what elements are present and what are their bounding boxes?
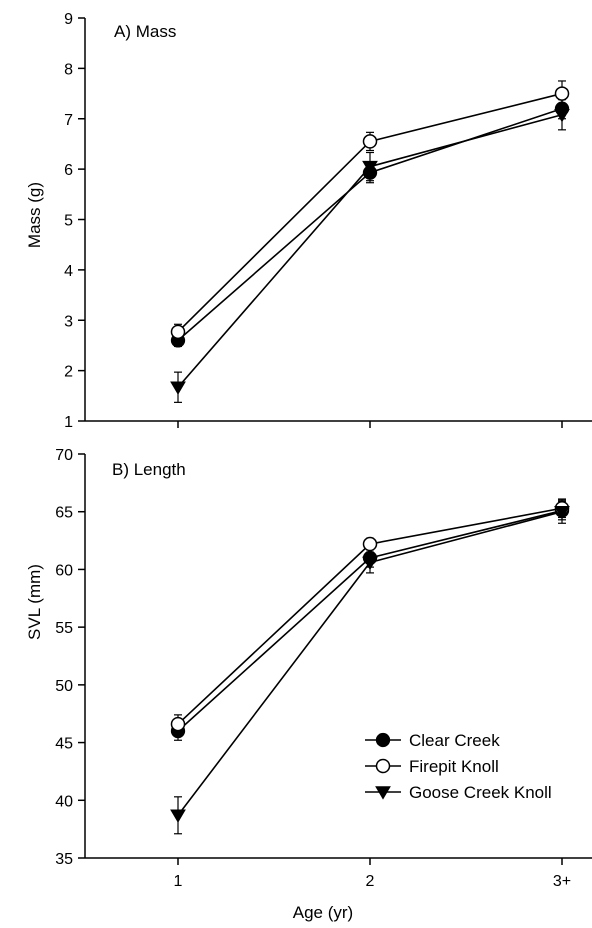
panel-title-length: B) Length [112,460,186,479]
y-axis-label-mass: Mass (g) [25,182,44,248]
legend: Clear Creek Firepit Knoll Goose Creek Knol… [365,731,552,802]
data-point-length-2 [554,505,570,520]
y-tick-label-mass: 5 [64,213,73,230]
data-point-length-2 [170,809,186,823]
y-tick-label-length: 70 [55,447,73,464]
data-point-mass-2 [554,108,570,123]
data-point-mass-1 [170,324,186,340]
data-point-mass-2 [362,160,378,175]
data-point-length-1 [362,536,378,552]
data-point-length-2 [362,556,378,571]
x-tick-label: 2 [366,873,375,890]
legend-label: Clear Creek [409,731,500,750]
y-tick-label-length: 40 [55,793,73,810]
data-point-mass-1 [362,134,378,149]
data-point-mass-2 [170,381,186,395]
y-tick-label-length: 55 [55,620,73,637]
y-tick-label-mass: 2 [64,364,73,381]
y-tick-label-mass: 7 [64,112,73,129]
y-tick-label-mass: 9 [64,11,73,28]
y-tick-label-length: 35 [55,851,73,868]
legend-marker [375,758,391,774]
y-tick-label-length: 65 [55,505,73,522]
legend-label: Firepit Knoll [409,757,499,776]
y-tick-label-mass: 3 [64,313,73,330]
legend-marker [375,786,391,800]
y-tick-label-mass: 4 [64,263,73,280]
panel-mass: A) Mass Mass (g) 1 2 3 4 5 6 7 8 9 [25,11,592,431]
series-line-mass-1 [177,92,563,333]
y-tick-label-length: 45 [55,736,73,753]
data-point-length-1 [170,716,186,732]
panel-title-mass: A) Mass [114,22,176,41]
panel-length: B) Length SVL (mm) Age (yr) 35 40 45 50 55 60… [25,447,592,922]
legend-marker [375,732,391,748]
x-tick-label: 1 [174,873,183,890]
y-tick-label-mass: 8 [64,61,73,78]
legend-label: Goose Creek Knoll [409,783,552,802]
y-tick-label-length: 50 [55,678,73,695]
y-tick-label-length: 60 [55,562,73,579]
x-tick-label: 3+ [553,873,571,890]
y-tick-label-mass: 1 [64,414,73,431]
y-axis-label-length: SVL (mm) [25,564,44,640]
x-axis-label: Age (yr) [293,903,353,922]
data-point-mass-1 [554,86,570,101]
y-tick-label-mass: 6 [64,162,73,179]
